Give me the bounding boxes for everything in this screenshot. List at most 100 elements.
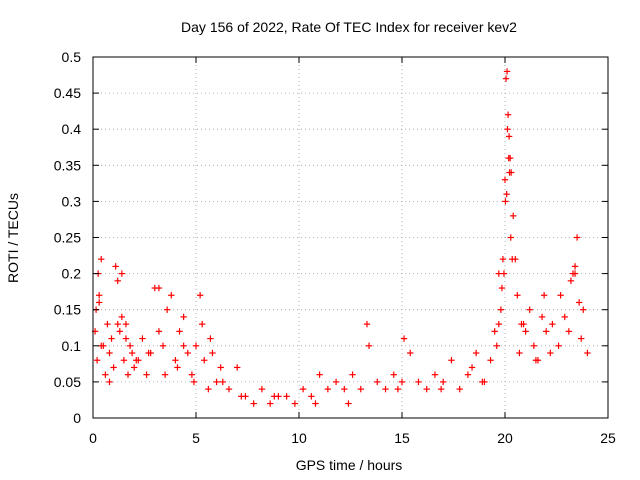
- data-point: [217, 364, 224, 371]
- data-point: [509, 255, 516, 263]
- data-point: [456, 385, 463, 393]
- data-point: [415, 378, 422, 386]
- data-point: [332, 378, 340, 386]
- x-tick-label: 25: [600, 430, 616, 446]
- x-tick-label: 0: [89, 430, 97, 446]
- data-point: [198, 320, 206, 328]
- data-point: [561, 313, 568, 321]
- data-point: [569, 270, 577, 277]
- data-point: [114, 277, 121, 285]
- data-point: [503, 190, 510, 198]
- data-point: [124, 371, 132, 378]
- y-tick-label: 0.35: [54, 157, 81, 173]
- data-point: [532, 357, 540, 364]
- x-tick-label: 20: [497, 430, 513, 446]
- data-point: [95, 292, 103, 299]
- data-point: [104, 320, 111, 328]
- data-points-layer: [91, 68, 591, 407]
- data-point: [472, 349, 480, 357]
- data-point: [271, 393, 278, 400]
- chart-title: Day 156 of 2022, Rate Of TEC Index for r…: [181, 19, 517, 35]
- data-point: [407, 349, 414, 357]
- data-point: [190, 378, 198, 386]
- data-point: [500, 270, 508, 277]
- ticks-layer: 0 5 10 15 20 25 0 0.05 0.1 0.15 0.2 0.25 0.3 0.35 0.4 0…: [54, 49, 616, 446]
- data-point: [120, 357, 128, 364]
- data-point: [188, 371, 196, 378]
- data-point: [505, 133, 513, 140]
- data-point: [258, 385, 266, 393]
- data-point: [374, 378, 381, 386]
- data-point: [180, 342, 187, 349]
- data-point: [207, 335, 214, 342]
- data-point: [448, 357, 455, 364]
- data-point: [172, 357, 179, 364]
- y-tick-label: 0.5: [62, 49, 82, 65]
- data-point: [225, 385, 233, 393]
- data-point: [126, 342, 134, 349]
- data-point: [504, 111, 512, 118]
- data-point: [155, 284, 163, 292]
- data-point: [234, 364, 241, 371]
- data-point: [437, 385, 445, 393]
- data-point: [155, 328, 163, 335]
- data-point: [543, 328, 550, 335]
- data-point: [520, 320, 527, 328]
- data-point: [201, 357, 208, 364]
- data-point: [308, 393, 315, 400]
- data-point: [116, 328, 123, 335]
- data-point: [345, 400, 352, 407]
- x-tick-label: 10: [291, 430, 307, 446]
- data-point: [497, 306, 505, 313]
- data-point: [133, 357, 140, 364]
- data-point: [196, 292, 204, 299]
- data-point: [349, 371, 356, 378]
- data-point: [555, 342, 562, 349]
- x-axis-label: GPS time / hours: [296, 457, 403, 473]
- data-point: [423, 385, 430, 393]
- data-point: [131, 364, 138, 371]
- data-point: [575, 299, 583, 306]
- data-point: [219, 378, 226, 386]
- data-point: [93, 357, 101, 364]
- y-axis-label: ROTI / TECUs: [5, 193, 21, 283]
- data-point: [161, 371, 169, 378]
- data-point: [341, 385, 348, 393]
- data-point: [493, 342, 500, 349]
- data-point: [390, 371, 397, 378]
- data-point: [514, 292, 521, 299]
- data-point: [507, 234, 514, 241]
- data-point: [128, 349, 136, 357]
- data-point: [501, 176, 509, 183]
- data-point: [487, 357, 494, 364]
- data-point: [502, 75, 510, 82]
- data-point: [95, 299, 103, 306]
- data-point: [571, 263, 579, 270]
- data-point: [365, 342, 373, 349]
- data-point: [184, 349, 191, 357]
- data-point: [112, 263, 119, 270]
- y-tick-label: 0.2: [62, 266, 82, 282]
- data-point: [516, 349, 523, 357]
- y-tick-label: 0.05: [54, 374, 81, 390]
- data-point: [108, 335, 115, 342]
- data-point: [394, 385, 402, 393]
- data-point: [283, 393, 290, 400]
- data-point: [174, 364, 181, 371]
- data-point: [363, 320, 371, 328]
- data-point: [499, 255, 507, 263]
- data-point: [213, 378, 220, 386]
- data-point: [168, 292, 175, 299]
- data-point: [479, 378, 486, 386]
- data-point: [464, 371, 472, 378]
- data-point: [324, 385, 332, 393]
- data-point: [382, 385, 389, 393]
- data-point: [316, 371, 323, 378]
- data-point: [526, 306, 533, 313]
- data-point: [238, 393, 245, 400]
- data-point: [139, 335, 146, 342]
- data-point: [122, 320, 130, 328]
- data-point: [580, 306, 587, 313]
- x-tick-label: 15: [394, 430, 410, 446]
